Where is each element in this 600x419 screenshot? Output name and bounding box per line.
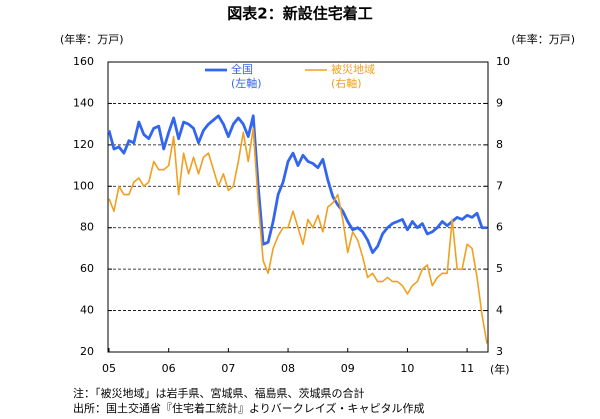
x-tick-label: 07 — [221, 362, 235, 375]
x-tick-label: 05 — [102, 362, 116, 375]
y-tick-label: 60 — [80, 262, 94, 275]
chart-title: 図表2：新設住宅着工 — [227, 5, 372, 23]
series-line — [107, 114, 487, 254]
x-tick-label: 06 — [162, 362, 176, 375]
series-line — [108, 127, 488, 344]
y-tick-label: 20 — [80, 345, 94, 358]
y-tick-label: 100 — [73, 179, 94, 192]
y2-tick-label: 6 — [496, 221, 503, 234]
legend-note: (左軸) — [231, 76, 262, 90]
y-axis-label: (年率：万戸) — [60, 32, 124, 46]
x-tick-label: 10 — [400, 362, 414, 375]
note: 注：「被災地域」は岩手県、宮城県、福島県、茨城県の合計 — [73, 386, 365, 400]
x-tick-label: 08 — [281, 362, 295, 375]
y2-tick-label: 8 — [496, 138, 503, 151]
y-tick-label: 40 — [80, 304, 94, 317]
legend-label: 全国 — [231, 62, 253, 76]
x-tick-label: 09 — [341, 362, 355, 375]
y-tick-label: 120 — [73, 138, 94, 151]
plot-frame — [107, 61, 489, 353]
y2-tick-label: 3 — [496, 345, 503, 358]
legend-bg — [300, 63, 388, 91]
y-tick-label: 80 — [80, 221, 94, 234]
y2-tick-label: 9 — [496, 96, 503, 109]
note: 出所：国土交通省『住宅着工統計』よりバークレイズ・キャピタル作成 — [73, 401, 424, 415]
x-tick-label: 11 — [460, 362, 474, 375]
y2-axis-label: (年率：万戸) — [511, 32, 575, 46]
x-axis-unit: (年) — [490, 362, 510, 376]
y2-tick-label: 7 — [496, 179, 503, 192]
legend-label: 被災地域 — [331, 63, 375, 76]
y2-tick-label: 10 — [496, 55, 510, 68]
y-tick-label: 140 — [73, 96, 94, 109]
y2-tick-label: 5 — [496, 262, 503, 275]
legend-bg — [200, 63, 288, 91]
y2-tick-label: 4 — [496, 304, 503, 317]
y-tick-label: 160 — [73, 55, 94, 68]
legend-note: (右軸) — [331, 76, 362, 90]
